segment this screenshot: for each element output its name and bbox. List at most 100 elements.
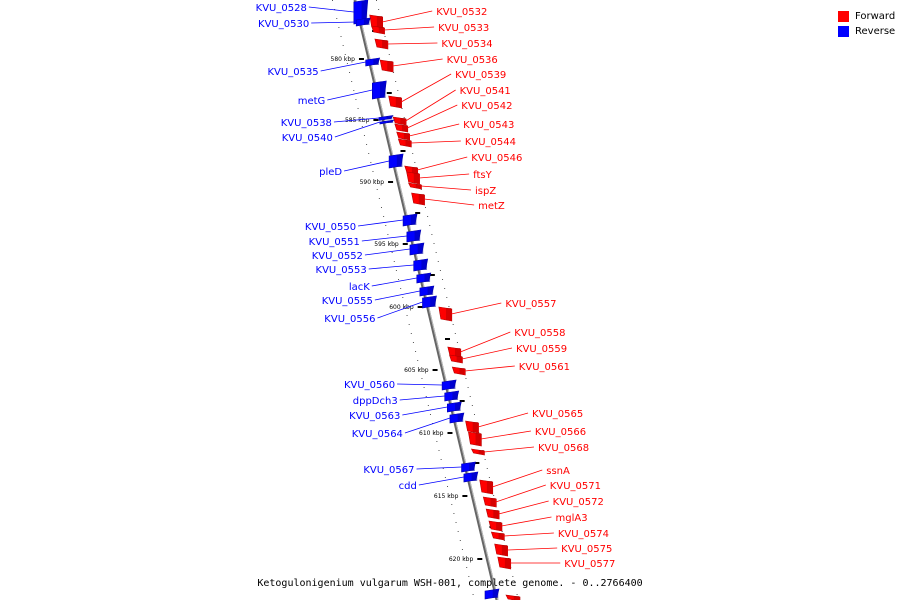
leader-line bbox=[344, 160, 390, 172]
guide-dot bbox=[387, 234, 389, 235]
guide-dot bbox=[429, 225, 431, 226]
forward-gene bbox=[465, 420, 479, 434]
guide-dot bbox=[444, 288, 446, 289]
guide-dot bbox=[361, 126, 363, 127]
reverse-gene bbox=[402, 213, 418, 227]
guide-dot bbox=[414, 162, 416, 163]
leader-line bbox=[483, 446, 535, 453]
forward-gene-label: KVU_0542 bbox=[461, 101, 512, 112]
guide-dot bbox=[384, 36, 386, 37]
guide-dot bbox=[455, 522, 457, 523]
legend-label-reverse: Reverse bbox=[855, 26, 896, 37]
guide-dot bbox=[376, 0, 377, 1]
reverse-gene bbox=[441, 379, 457, 391]
guide-dot bbox=[447, 486, 449, 487]
guide-dot bbox=[344, 54, 346, 55]
guide-dot bbox=[488, 477, 490, 478]
reverse-gene-label: KVU_0563 bbox=[349, 411, 400, 422]
guide-dot bbox=[346, 63, 348, 64]
reverse-gene-label: cdd bbox=[399, 481, 417, 492]
reverse-gene-label: KVU_0552 bbox=[312, 251, 363, 262]
scale-tick bbox=[388, 181, 394, 183]
forward-gene-label: KVU_0572 bbox=[553, 497, 604, 508]
guide-dot bbox=[516, 594, 518, 595]
guide-dot bbox=[469, 396, 471, 397]
guide-dot bbox=[431, 234, 433, 235]
guide-dot bbox=[383, 216, 385, 217]
guide-dot bbox=[378, 198, 380, 199]
forward-swatch-icon bbox=[838, 11, 849, 22]
reverse-gene-label: KVU_0553 bbox=[316, 265, 367, 276]
forward-gene-label: KVU_0574 bbox=[558, 529, 609, 540]
scale-tick bbox=[432, 369, 438, 371]
forward-gene bbox=[470, 448, 485, 456]
reverse-gene-label: KVU_0540 bbox=[282, 133, 333, 144]
guide-dot bbox=[429, 414, 431, 415]
guide-dot bbox=[466, 567, 468, 568]
forward-gene bbox=[394, 123, 409, 133]
guide-dot bbox=[446, 297, 448, 298]
leader-line bbox=[320, 61, 366, 72]
guide-dot bbox=[355, 99, 357, 100]
leader-line bbox=[308, 6, 354, 13]
minor-tick bbox=[459, 400, 465, 402]
reverse-gene bbox=[444, 390, 460, 402]
guide-dot bbox=[433, 243, 435, 244]
reverse-gene-label: KVU_0538 bbox=[281, 118, 332, 129]
reverse-gene bbox=[379, 119, 395, 125]
forward-gene-label: KVU_0561 bbox=[519, 362, 570, 373]
scale-tick bbox=[358, 58, 364, 60]
leader-line bbox=[503, 532, 554, 537]
guide-dot bbox=[393, 72, 395, 73]
scale-tick bbox=[477, 558, 483, 560]
guide-dot bbox=[412, 153, 414, 154]
guide-dot bbox=[468, 576, 470, 577]
guide-dot bbox=[473, 414, 475, 415]
scale-tick bbox=[462, 495, 468, 497]
leader-line bbox=[404, 417, 451, 434]
forward-gene-label: KVU_0558 bbox=[514, 328, 565, 339]
guide-dot bbox=[342, 45, 344, 46]
reverse-swatch-icon bbox=[838, 26, 849, 37]
forward-gene bbox=[451, 366, 466, 376]
forward-gene bbox=[411, 192, 425, 206]
leader-line bbox=[501, 516, 552, 527]
forward-gene-label: KVU_0565 bbox=[532, 409, 583, 420]
minor-tick bbox=[415, 212, 421, 214]
leader-line bbox=[400, 73, 452, 103]
forward-gene bbox=[438, 306, 453, 322]
genome-caption: Ketogulonigenium vulgarum WSH-001, compl… bbox=[257, 578, 643, 589]
reverse-gene-partial bbox=[484, 588, 500, 600]
guide-dot bbox=[467, 387, 469, 388]
leader-line bbox=[461, 347, 513, 360]
guide-dot bbox=[442, 279, 444, 280]
reverse-gene-label: KVU_0556 bbox=[324, 314, 375, 325]
minor-tick bbox=[444, 338, 450, 340]
guide-dot bbox=[401, 108, 403, 109]
reverse-gene-label: KVU_0528 bbox=[256, 3, 307, 14]
forward-gene bbox=[374, 38, 389, 50]
leader-line bbox=[409, 123, 460, 137]
leader-line bbox=[377, 301, 423, 319]
leader-line bbox=[418, 476, 464, 486]
leader-line bbox=[382, 10, 433, 23]
leader-line bbox=[399, 395, 445, 401]
leader-line bbox=[402, 406, 448, 416]
minor-tick bbox=[429, 274, 435, 276]
forward-gene bbox=[397, 138, 412, 148]
guide-dot bbox=[503, 540, 505, 541]
guide-dot bbox=[412, 342, 414, 343]
scale-tick-label: 610 kbp bbox=[419, 430, 444, 437]
guide-dot bbox=[440, 459, 442, 460]
guide-dot bbox=[419, 369, 421, 370]
reverse-gene-label: dppDch3 bbox=[353, 396, 398, 407]
leader-line bbox=[364, 248, 410, 256]
leader-line bbox=[419, 173, 470, 179]
forward-gene-label: KVU_0571 bbox=[550, 481, 601, 492]
guide-dot bbox=[501, 531, 503, 532]
forward-gene-label: KVU_0575 bbox=[561, 544, 612, 555]
guide-dot bbox=[368, 153, 370, 154]
forward-gene-label: KVU_0557 bbox=[505, 299, 556, 310]
guide-dot bbox=[427, 405, 429, 406]
legend-item-reverse: Reverse bbox=[838, 24, 895, 39]
